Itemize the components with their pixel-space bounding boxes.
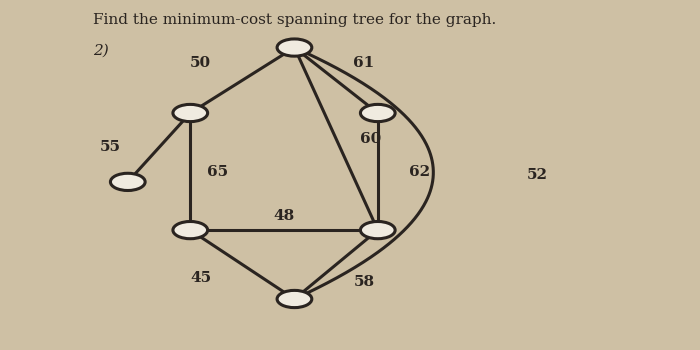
Circle shape bbox=[173, 222, 208, 239]
Text: 55: 55 bbox=[100, 140, 121, 154]
Text: 62: 62 bbox=[409, 164, 430, 178]
Text: 65: 65 bbox=[207, 164, 229, 178]
Circle shape bbox=[111, 173, 145, 190]
Text: 45: 45 bbox=[190, 271, 211, 285]
Circle shape bbox=[360, 104, 395, 121]
Text: 60: 60 bbox=[360, 132, 382, 146]
Circle shape bbox=[277, 39, 312, 56]
Text: 48: 48 bbox=[274, 209, 295, 223]
Text: Find the minimum-cost spanning tree for the graph.: Find the minimum-cost spanning tree for … bbox=[93, 13, 496, 27]
Circle shape bbox=[173, 104, 208, 121]
Text: 2): 2) bbox=[93, 44, 108, 58]
Circle shape bbox=[360, 222, 395, 239]
Text: 58: 58 bbox=[354, 275, 374, 289]
Text: 50: 50 bbox=[190, 56, 211, 70]
Text: 61: 61 bbox=[354, 56, 374, 70]
Circle shape bbox=[277, 290, 312, 308]
Text: 52: 52 bbox=[527, 168, 548, 182]
